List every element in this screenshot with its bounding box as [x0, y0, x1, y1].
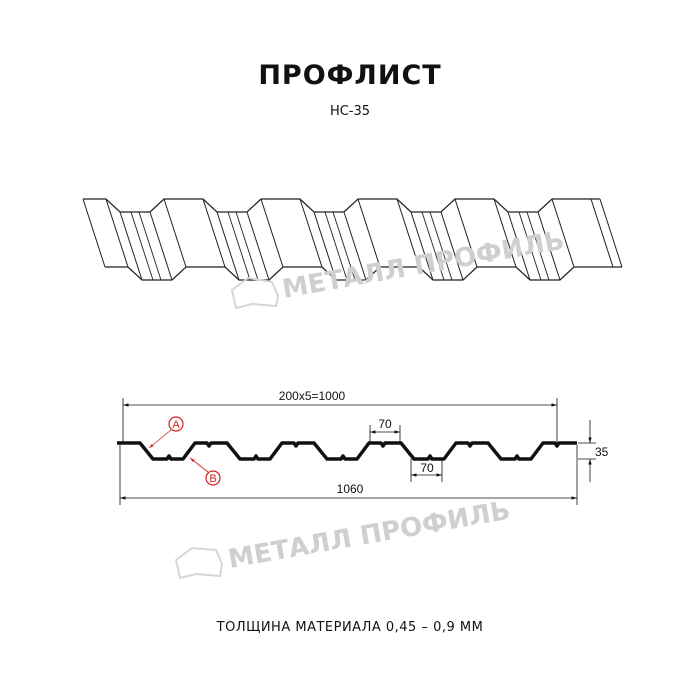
bottom-flat-label: 70 — [420, 461, 434, 475]
sheet-fold-line — [599, 198, 623, 268]
sheet-fold-line — [299, 198, 323, 268]
watermark-text: МЕТАЛЛ ПРОФИЛЬ — [280, 226, 566, 305]
callout-label: A — [172, 419, 180, 431]
material-thickness: ТОЛЩИНА МАТЕРИАЛА 0,45 – 0,9 ММ — [216, 620, 484, 635]
callout-circle — [205, 470, 221, 486]
total-width-label: 1060 — [337, 482, 364, 496]
callout-b: B — [189, 457, 221, 486]
sheet-stiffener-line — [526, 211, 550, 281]
sheet-stiffener-line — [138, 211, 162, 281]
sheet-fold-line — [410, 211, 434, 281]
sheet-fold-line — [82, 198, 106, 268]
sheet-fold-line — [119, 211, 143, 281]
sheet-fold-line — [551, 198, 575, 268]
sheet-fold-line — [260, 198, 284, 268]
sheet-stiffener-line — [235, 211, 259, 281]
dimension-lines — [119, 398, 596, 505]
sheet-fold-line — [343, 211, 367, 281]
watermark-logo-icon — [230, 276, 280, 310]
watermark-lower: МЕТАЛЛ ПРОФИЛЬ — [174, 496, 512, 580]
profile-cross-section — [117, 441, 577, 461]
callout-circle — [168, 416, 184, 432]
height-label: 35 — [595, 445, 609, 459]
sheet-stiffener-line — [130, 211, 154, 281]
sheet-3d-view — [82, 198, 623, 281]
top-flat-label: 70 — [378, 417, 392, 431]
sheet-fold-line — [202, 198, 226, 268]
page-title: ПРОФЛИСТ — [258, 60, 442, 91]
sheet-fold-line — [313, 211, 337, 281]
watermark-logo-icon — [174, 546, 224, 580]
sheet-fold-line — [454, 198, 478, 268]
watermark-text: МЕТАЛЛ ПРОФИЛЬ — [226, 496, 512, 575]
sheet-top-edge — [83, 198, 600, 213]
callout-leader — [189, 457, 209, 473]
sheet-fold-line — [149, 211, 173, 281]
callout-label: B — [209, 473, 216, 485]
sheet-stiffener-line — [429, 211, 453, 281]
sheet-fold-line — [507, 211, 531, 281]
sheet-fold-line — [216, 211, 240, 281]
sheet-fold-line — [590, 198, 614, 268]
profile-model: НС-35 — [329, 104, 371, 119]
sheet-fold-line — [246, 211, 270, 281]
pitch-label: 200x5=1000 — [279, 389, 346, 403]
sheet-fold-line — [105, 198, 129, 268]
sheet-fold-line — [357, 198, 381, 268]
callout-a: A — [148, 416, 184, 449]
sheet-stiffener-line — [324, 211, 348, 281]
sheet-stiffener-line — [421, 211, 445, 281]
sheet-fold-line — [396, 198, 420, 268]
sheet-fold-line — [493, 198, 517, 268]
sheet-fold-line — [440, 211, 464, 281]
sheet-stiffener-line — [518, 211, 542, 281]
sheet-fold-line — [163, 198, 187, 268]
callout-leader — [148, 429, 172, 449]
sheet-stiffener-line — [227, 211, 251, 281]
sheet-stiffener-line — [332, 211, 356, 281]
sheet-fold-line — [537, 211, 561, 281]
